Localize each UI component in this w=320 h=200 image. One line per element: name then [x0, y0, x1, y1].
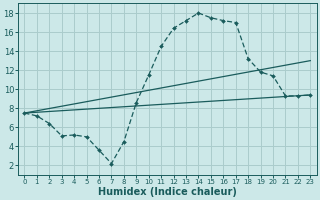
X-axis label: Humidex (Indice chaleur): Humidex (Indice chaleur) [98, 187, 237, 197]
